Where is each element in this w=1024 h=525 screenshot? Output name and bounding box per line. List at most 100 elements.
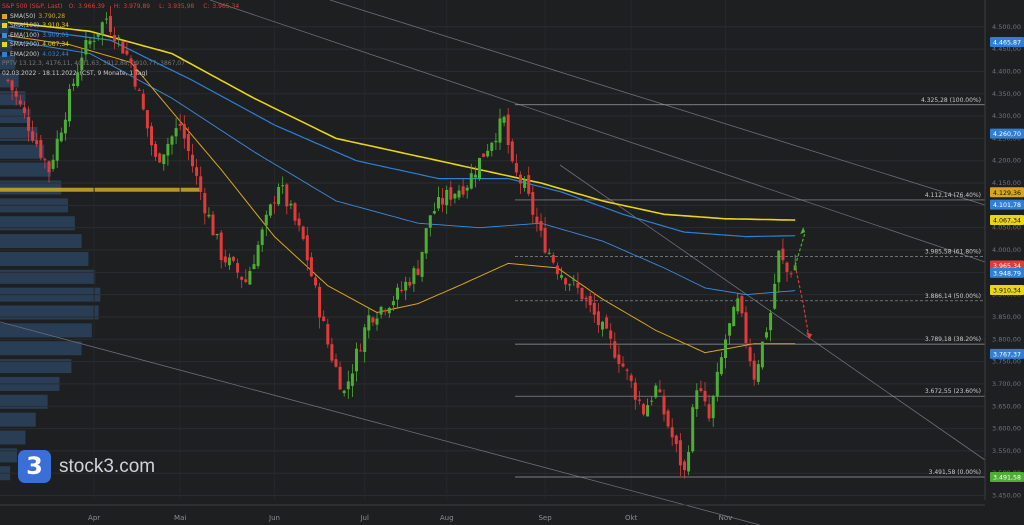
candle-body <box>383 310 387 312</box>
candle-body <box>699 388 703 391</box>
x-tick-label: Jun <box>268 514 280 522</box>
y-tick-label: 3.750,00 <box>992 358 1021 366</box>
y-tick-label: 4.050,00 <box>992 224 1021 232</box>
candle-body <box>760 341 764 368</box>
x-tick-label: Apr <box>88 514 100 522</box>
candle-body <box>461 186 465 195</box>
candle-body <box>264 214 268 226</box>
candle-body <box>469 173 473 189</box>
x-tick-label: Sep <box>538 514 552 522</box>
candle-body <box>564 278 568 285</box>
candle-body <box>728 323 732 336</box>
volume-profile-bar <box>0 216 75 231</box>
legend-extra: PPTV 13.12.3, 4176,11, 4081,63, 3912,88,… <box>2 60 185 67</box>
fib-level-label: 3.672,55 (23.60%) <box>925 388 981 395</box>
price-tag <box>990 128 1024 139</box>
candle-body <box>27 117 30 131</box>
bullish-forecast-arrow <box>794 231 806 266</box>
y-tick-label: 4.300,00 <box>992 112 1021 120</box>
volume-profile-bar <box>0 448 17 463</box>
candle-body <box>748 347 752 362</box>
candle-body <box>707 404 711 419</box>
candle-body <box>59 132 63 142</box>
candle-body <box>547 252 551 254</box>
legend-swatch-icon <box>2 23 7 29</box>
candle-body <box>744 312 748 344</box>
candle-body <box>732 307 736 327</box>
candle-body <box>703 390 707 402</box>
volume-profile-bar <box>0 269 96 284</box>
price-tag <box>990 285 1024 296</box>
candle-body <box>125 50 129 55</box>
candle-body <box>80 57 84 70</box>
legend-item[interactable]: EMA(200) 4.032,44 <box>2 50 245 60</box>
ohlc-close: C: 3.965,34 <box>203 3 240 10</box>
legend-item[interactable]: SMA(100) 3.910,34 <box>2 21 245 31</box>
ohlc-open: O: 3.966,39 <box>68 3 105 10</box>
candle-body <box>109 16 112 32</box>
candle-body <box>740 296 744 314</box>
fib-level-label: 3.985,58 (61.80%) <box>925 248 981 255</box>
y-tick-label: 4.150,00 <box>992 179 1021 187</box>
chart-grid <box>0 26 985 497</box>
x-tick-label: Jul <box>359 514 369 522</box>
ohlc-high: H: 3.979,89 <box>113 3 151 10</box>
volume-profile-bar <box>0 341 82 356</box>
fib-level-label: 4.325,28 (100.00%) <box>921 97 981 104</box>
candle-body <box>437 197 440 209</box>
candle-body <box>117 37 121 39</box>
candle-body <box>166 143 170 156</box>
brand-name: stock3.com <box>59 455 156 477</box>
legend-item[interactable]: EMA(100) 3.909,01 <box>2 31 245 41</box>
legend-label: EMA(200) <box>10 50 40 58</box>
y-tick-label: 3.850,00 <box>992 313 1021 321</box>
candle-body <box>186 134 190 151</box>
candle-body <box>330 344 334 361</box>
candle-body <box>232 256 235 261</box>
y-tick-label: 3.550,00 <box>992 447 1021 455</box>
candle-body <box>609 330 613 339</box>
legend-item[interactable]: SMA(200) 4.067,34 <box>2 40 245 50</box>
candle-body <box>18 100 22 105</box>
candle-body <box>72 83 76 86</box>
candle-body <box>51 159 55 169</box>
candle-body <box>543 228 547 253</box>
candle-body <box>162 154 166 165</box>
legend-title-row: S&P 500 (S&P, Last) O: 3.966,39 H: 3.979,8… <box>2 2 245 12</box>
candle-body <box>359 350 363 352</box>
candle-body <box>39 139 43 158</box>
candle-body <box>457 190 461 198</box>
time-axis[interactable]: Apr Mai Jun Jul Aug Sep Okt Nov <box>0 504 985 522</box>
candle-body <box>527 175 531 194</box>
candle-body <box>551 255 555 263</box>
price-axis[interactable]: 3.450,003.500,003.550,003.600,003.650,00… <box>984 0 1024 500</box>
candle-body <box>14 91 18 97</box>
candle-body <box>408 281 412 286</box>
candle-body <box>281 185 285 187</box>
period-range: 02.03.2022 - 18.11.2022 <box>2 69 77 77</box>
candle-body <box>47 161 51 173</box>
candle-body <box>412 268 416 284</box>
trend-lines <box>0 0 986 525</box>
y-tick-label: 3.450,00 <box>992 492 1021 500</box>
candle-body <box>453 193 457 199</box>
forecast-arrows <box>794 227 813 340</box>
candle-body <box>490 142 494 151</box>
candle-body <box>68 88 71 122</box>
candle-body <box>104 18 108 20</box>
price-tag-label: 3.948,79 <box>993 270 1021 277</box>
legend-item[interactable]: SMA(50) 3.790,28 <box>2 12 245 22</box>
candle-body <box>207 214 211 217</box>
candle-body <box>305 235 309 261</box>
candle-body <box>588 296 592 306</box>
candle-body <box>695 390 699 410</box>
legend-swatch-icon <box>2 32 7 38</box>
candle-body <box>391 301 395 306</box>
candle-body <box>432 211 436 214</box>
candle-body <box>650 400 654 402</box>
x-tick-label: Aug <box>440 514 454 522</box>
legend-value: 4.067,34 <box>42 41 69 48</box>
candle-body <box>55 138 59 161</box>
candle-body <box>314 277 317 286</box>
